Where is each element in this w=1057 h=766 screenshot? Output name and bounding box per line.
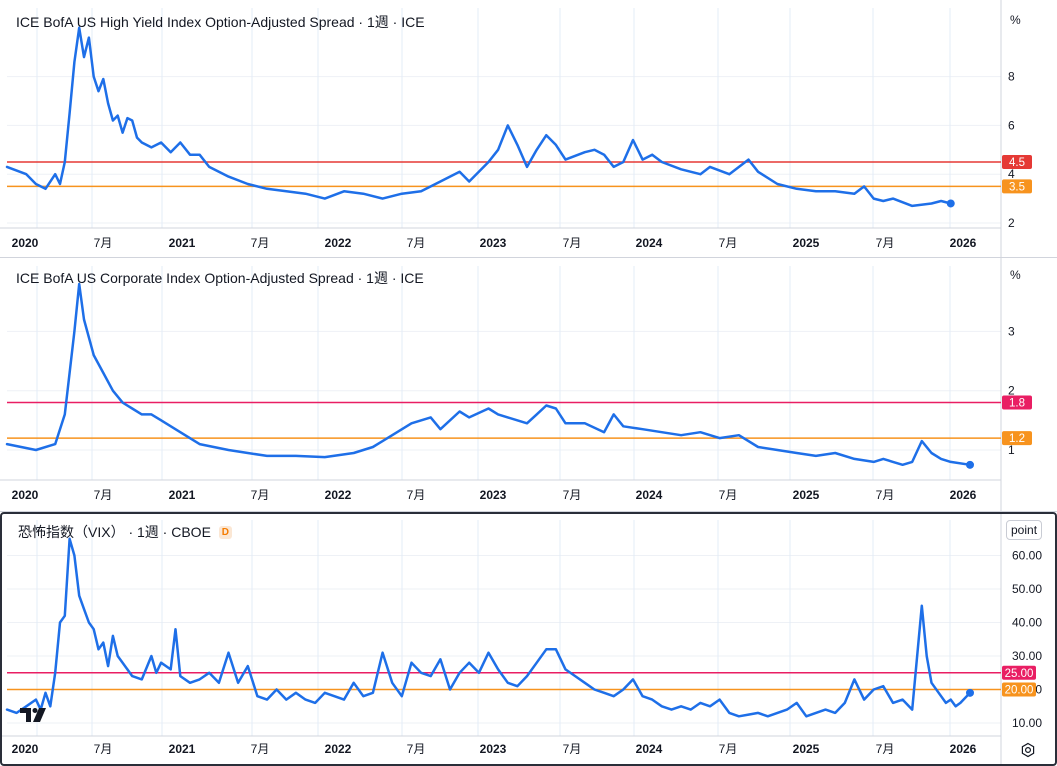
x-tick-label-4: 2022: [325, 488, 352, 502]
x-tick-label-8: 2024: [636, 236, 663, 250]
x-tick-label-2: 2021: [169, 236, 196, 250]
x-tick-label-2: 2021: [169, 742, 196, 756]
x-tick-label-12: 2026: [950, 742, 977, 756]
x-tick-label-8: 2024: [636, 488, 663, 502]
y-tick-label-2: 3: [1008, 324, 1015, 338]
x-tick-label-11: 7月: [876, 488, 895, 502]
x-tick-label-12: 2026: [950, 236, 977, 250]
series-last-point-0: [946, 199, 955, 208]
hline-badge-1.8: [1002, 395, 1032, 410]
hline-badge-text-4.5: 4.5: [1009, 157, 1025, 169]
ig-oas-unit[interactable]: %: [1010, 268, 1021, 282]
x-tick-label-11: 7月: [876, 236, 895, 250]
x-tick-label-4: 2022: [325, 236, 352, 250]
y-tick-label-3: 8: [1008, 70, 1015, 84]
chart-pane-ig-oas[interactable]: 1 2 3 1.8 1.2 2020 7月 2021 7月 2022 7月 2023 7月 2024 7月 2…: [0, 258, 1057, 512]
y-tick-label-4: 50.00: [1012, 582, 1042, 596]
settings-gear-icon[interactable]: [1020, 742, 1036, 758]
hline-badge-text-1.2: 1.2: [1009, 433, 1025, 445]
y-tick-label-0: 1: [1008, 443, 1015, 457]
y-tick-label-1: 2: [1008, 384, 1015, 398]
ig-oas-plot[interactable]: 1 2 3 1.8 1.2 2020 7月 2021 7月 2022 7月 2023 7月 2024 7月 2…: [0, 258, 1057, 512]
y-tick-label-2: 30.00: [1012, 649, 1042, 663]
hline-badge-text-1.8: 1.8: [1009, 398, 1025, 410]
x-tick-label-9: 7月: [719, 488, 738, 502]
y-tick-label-0: 2: [1008, 216, 1015, 230]
x-tick-label-3: 7月: [251, 236, 270, 250]
y-tick-label-5: 60.00: [1012, 549, 1042, 563]
x-tick-label-8: 2024: [636, 742, 663, 756]
x-tick-label-11: 7月: [876, 742, 895, 756]
x-tick-label-5: 7月: [407, 236, 426, 250]
hline-badge-text-3.5: 3.5: [1009, 181, 1025, 193]
x-tick-label-1: 7月: [94, 236, 113, 250]
series-line-1: [5, 282, 972, 467]
hline-badge-25.00: [1002, 665, 1036, 680]
hline-badge-20.00: [1002, 682, 1036, 697]
vix-unit-button[interactable]: point: [1006, 520, 1043, 540]
hline-badge-3.5: [1002, 179, 1032, 194]
x-tick-label-12: 2026: [950, 488, 977, 502]
y-tick-label-2: 6: [1008, 118, 1015, 132]
x-tick-label-0: 2020: [12, 488, 39, 502]
hy-oas-title-text: ICE BofA US High Yield Index Option-Adju…: [16, 14, 425, 30]
y-tick-label-3: 40.00: [1012, 616, 1042, 630]
ig-oas-title: ICE BofA US Corporate Index Option-Adjus…: [16, 268, 424, 288]
x-tick-label-0: 2020: [12, 236, 39, 250]
delayed-data-badge[interactable]: D: [218, 525, 232, 539]
series-line-0: [5, 26, 952, 208]
x-tick-label-3: 7月: [251, 742, 270, 756]
hline-badge-text-25.00: 25.00: [1005, 668, 1034, 680]
x-tick-label-6: 2023: [480, 488, 507, 502]
series-last-point-2: [966, 688, 974, 697]
x-tick-label-9: 7月: [719, 236, 738, 250]
x-tick-label-3: 7月: [251, 488, 270, 502]
hy-oas-unit[interactable]: %: [1010, 13, 1021, 27]
x-tick-label-1: 7月: [94, 742, 113, 756]
x-tick-label-0: 2020: [12, 742, 39, 756]
tradingview-logo-icon[interactable]: [20, 706, 50, 724]
x-tick-label-2: 2021: [169, 488, 196, 502]
x-tick-label-5: 7月: [407, 488, 426, 502]
series-last-point-1: [966, 460, 974, 469]
ig-oas-title-text: ICE BofA US Corporate Index Option-Adjus…: [16, 270, 424, 286]
vix-plot[interactable]: 10.0020.0030.0040.0050.0060.0025.0020.00…: [2, 514, 1055, 764]
x-tick-label-10: 2025: [793, 236, 820, 250]
y-tick-label-1: 4: [1008, 167, 1015, 181]
x-tick-label-6: 2023: [480, 236, 507, 250]
hline-badge-1.2: [1002, 431, 1032, 446]
x-tick-label-9: 7月: [719, 742, 738, 756]
x-tick-label-7: 7月: [563, 742, 582, 756]
vix-title: 恐怖指数（VIX） · 1週 · CBOE D: [18, 522, 232, 542]
chart-pane-vix[interactable]: 10.0020.0030.0040.0050.0060.0025.0020.00…: [0, 512, 1057, 766]
hy-oas-plot[interactable]: 2 4 6 8 4.5 3.5 2020 7月 2021 7月 2022 7月 2023 7月 2024 7月…: [0, 0, 1057, 258]
x-tick-label-6: 2023: [480, 742, 507, 756]
x-tick-label-7: 7月: [563, 488, 582, 502]
chart-pane-hy-oas[interactable]: 2 4 6 8 4.5 3.5 2020 7月 2021 7月 2022 7月 2023 7月 2024 7月…: [0, 0, 1057, 258]
series-line-2: [5, 537, 972, 718]
y-tick-label-0: 10.00: [1012, 716, 1042, 730]
hline-badge-text-20.00: 20.00: [1005, 685, 1034, 697]
x-tick-label-4: 2022: [325, 742, 352, 756]
x-tick-label-10: 2025: [793, 488, 820, 502]
x-tick-label-5: 7月: [407, 742, 426, 756]
x-tick-label-7: 7月: [563, 236, 582, 250]
hline-badge-4.5: [1002, 155, 1032, 169]
vix-title-text: 恐怖指数（VIX） · 1週 · CBOE: [18, 524, 211, 540]
x-tick-label-1: 7月: [94, 488, 113, 502]
hy-oas-title: ICE BofA US High Yield Index Option-Adju…: [16, 12, 425, 32]
x-tick-label-10: 2025: [793, 742, 820, 756]
